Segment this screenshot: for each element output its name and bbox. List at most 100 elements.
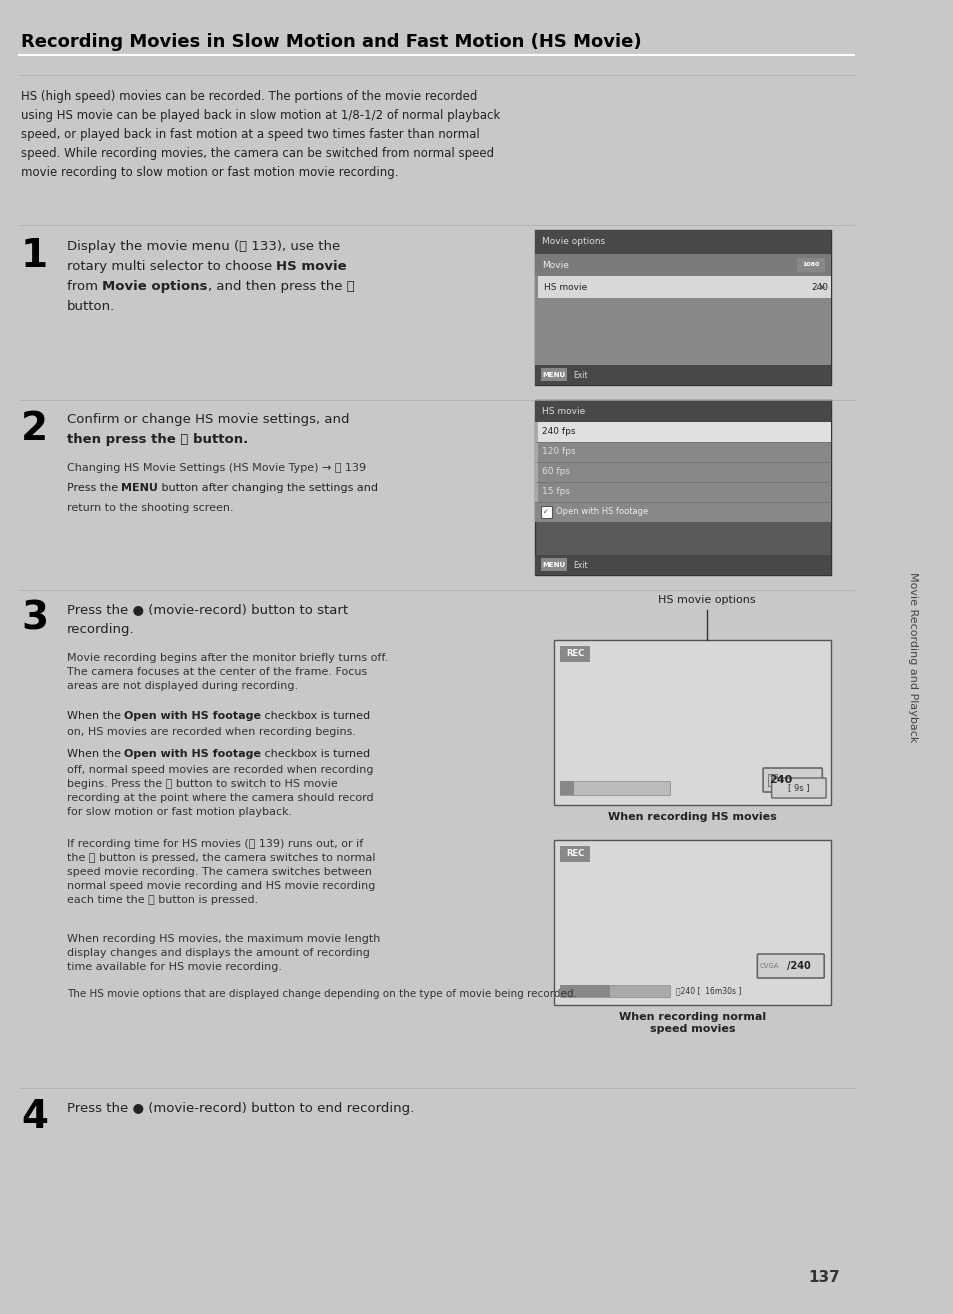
Text: ⒪240 [  16m30s ]: ⒪240 [ 16m30s ] xyxy=(676,987,740,996)
Text: 120 fps: 120 fps xyxy=(542,448,576,456)
Bar xyxy=(535,502,830,522)
Bar xyxy=(535,422,830,442)
Text: checkbox is turned: checkbox is turned xyxy=(261,749,370,759)
Text: checkbox is turned: checkbox is turned xyxy=(261,711,370,721)
Text: Exit: Exit xyxy=(573,371,587,380)
Text: MENU: MENU xyxy=(121,484,158,493)
Text: HS (high speed) movies can be recorded. The portions of the movie recorded
using: HS (high speed) movies can be recorded. … xyxy=(21,89,499,179)
Bar xyxy=(559,781,573,795)
Text: HS movie options: HS movie options xyxy=(658,595,755,604)
Text: then press the ⒪ button.: then press the ⒪ button. xyxy=(67,434,248,445)
Text: 240 fps: 240 fps xyxy=(542,427,576,436)
Text: Movie options: Movie options xyxy=(542,238,605,247)
Bar xyxy=(535,442,830,463)
Bar xyxy=(535,463,830,482)
Text: Exit: Exit xyxy=(573,561,587,569)
Text: 240: 240 xyxy=(769,775,792,784)
FancyBboxPatch shape xyxy=(771,778,825,798)
Text: Open with HS footage: Open with HS footage xyxy=(124,711,261,721)
Bar xyxy=(535,254,830,276)
Bar xyxy=(535,276,537,298)
Text: When recording HS movies: When recording HS movies xyxy=(607,812,776,823)
Text: HS movie: HS movie xyxy=(276,260,347,273)
Text: HS movie: HS movie xyxy=(544,283,587,292)
Text: When recording HS movies, the maximum movie length
display changes and displays : When recording HS movies, the maximum mo… xyxy=(67,934,380,972)
Text: When recording normal
speed movies: When recording normal speed movies xyxy=(618,1012,765,1034)
Bar xyxy=(535,365,830,385)
Text: 137: 137 xyxy=(808,1271,840,1285)
Text: 2: 2 xyxy=(21,410,48,448)
Text: Movie: Movie xyxy=(542,260,569,269)
Text: REC: REC xyxy=(565,849,583,858)
Text: , and then press the ⒪: , and then press the ⒪ xyxy=(208,280,354,293)
Text: Changing HS Movie Settings (HS Movie Type) → ⧉ 139: Changing HS Movie Settings (HS Movie Typ… xyxy=(67,463,366,473)
Bar xyxy=(540,368,567,381)
Text: Press the ● (movie-record) button to start: Press the ● (movie-record) button to sta… xyxy=(67,603,348,616)
Text: If recording time for HS movies (⧉ 139) runs out, or if
the ⒪ button is pressed,: If recording time for HS movies (⧉ 139) … xyxy=(67,840,375,905)
Text: 240: 240 xyxy=(811,283,828,292)
Text: 4: 4 xyxy=(21,1099,48,1137)
Bar xyxy=(559,986,609,997)
Text: Movie options: Movie options xyxy=(102,280,208,293)
Text: on, HS movies are recorded when recording begins.: on, HS movies are recorded when recordin… xyxy=(67,727,355,737)
Text: rotary multi selector to choose: rotary multi selector to choose xyxy=(67,260,276,273)
Bar xyxy=(554,840,830,1005)
Bar xyxy=(535,230,830,385)
Bar xyxy=(535,399,830,422)
Bar xyxy=(535,422,537,442)
Bar xyxy=(540,506,552,518)
Text: Open with HS footage: Open with HS footage xyxy=(124,749,261,759)
Text: button.: button. xyxy=(67,300,115,313)
Text: 1080: 1080 xyxy=(801,263,819,268)
Text: MENU: MENU xyxy=(542,562,565,568)
Text: When the: When the xyxy=(67,749,124,759)
Text: Display the movie menu (⧉ 133), use the: Display the movie menu (⧉ 133), use the xyxy=(67,240,340,254)
Text: 3: 3 xyxy=(21,600,48,639)
Bar xyxy=(559,781,670,795)
Text: Press the: Press the xyxy=(67,484,121,493)
Bar xyxy=(796,258,824,272)
Text: [ 9s ]: [ 9s ] xyxy=(787,783,809,792)
Text: Movie recording begins after the monitor briefly turns off.
The camera focuses a: Movie recording begins after the monitor… xyxy=(67,653,388,691)
Text: 15 fps: 15 fps xyxy=(542,487,570,497)
Bar xyxy=(535,482,830,502)
Text: HS movie: HS movie xyxy=(542,406,585,415)
Bar xyxy=(535,276,830,298)
Bar xyxy=(535,463,537,482)
Text: When the: When the xyxy=(67,711,124,721)
Bar xyxy=(559,646,590,662)
Text: Open with HS footage: Open with HS footage xyxy=(556,507,647,516)
Text: from: from xyxy=(67,280,102,293)
Bar xyxy=(535,555,830,576)
Text: Confirm or change HS movie settings, and: Confirm or change HS movie settings, and xyxy=(67,413,349,426)
Bar xyxy=(0,0,872,68)
Text: ✓: ✓ xyxy=(543,509,549,515)
Text: recording.: recording. xyxy=(67,623,134,636)
Bar xyxy=(559,986,670,997)
Text: Movie Recording and Playback: Movie Recording and Playback xyxy=(907,572,918,742)
Bar xyxy=(535,399,830,576)
Bar xyxy=(767,774,777,786)
Text: off, normal speed movies are recorded when recording
begins. Press the ⒪ button : off, normal speed movies are recorded wh… xyxy=(67,765,373,817)
Bar xyxy=(535,230,830,254)
Bar xyxy=(535,482,537,502)
Bar xyxy=(540,558,567,572)
FancyBboxPatch shape xyxy=(762,767,821,792)
Text: return to the shooting screen.: return to the shooting screen. xyxy=(67,503,233,512)
Text: Recording Movies in Slow Motion and Fast Motion (HS Movie): Recording Movies in Slow Motion and Fast… xyxy=(21,33,641,51)
Text: The HS movie options that are displayed change depending on the type of movie be: The HS movie options that are displayed … xyxy=(67,989,577,999)
Text: 1: 1 xyxy=(21,237,48,275)
Bar xyxy=(554,640,830,805)
Text: Press the ● (movie-record) button to end recording.: Press the ● (movie-record) button to end… xyxy=(67,1102,414,1116)
Bar xyxy=(535,298,830,365)
Text: /240: /240 xyxy=(785,961,809,971)
Text: MENU: MENU xyxy=(542,372,565,378)
Text: button after changing the settings and: button after changing the settings and xyxy=(158,484,378,493)
Text: 60 fps: 60 fps xyxy=(542,468,570,477)
Text: CVGA: CVGA xyxy=(760,963,779,968)
Bar xyxy=(559,846,590,862)
FancyBboxPatch shape xyxy=(757,954,823,978)
Text: REC: REC xyxy=(565,649,583,658)
Bar xyxy=(535,442,537,463)
Text: ▶: ▶ xyxy=(819,284,824,290)
